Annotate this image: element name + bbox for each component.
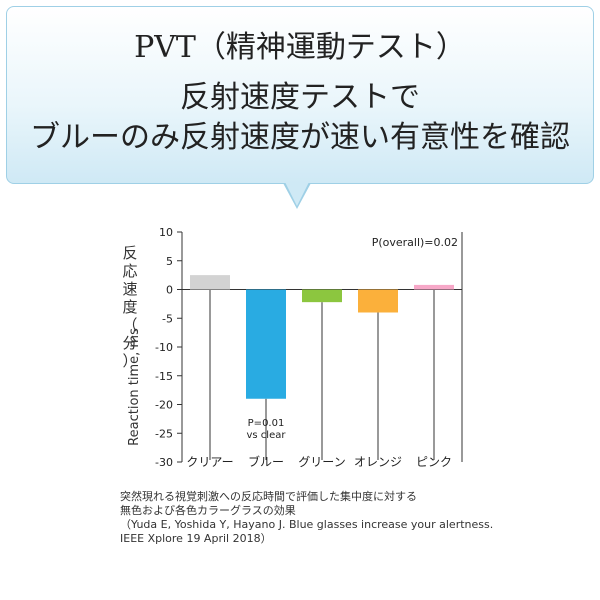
headline-line-3: ブルーのみ反射速度が速い有意性を確認	[30, 120, 570, 155]
bar-1	[190, 275, 230, 290]
p-overall-annotation: P(overall)=0.02	[372, 236, 458, 249]
y-tick-label: -30	[155, 456, 173, 469]
category-label: ブルー	[248, 454, 284, 469]
category-label: オレンジ	[354, 455, 402, 469]
y-tick-label: 5	[166, 255, 173, 268]
banner-tail-fill	[285, 182, 309, 206]
bar-2	[246, 289, 286, 399]
ylabel-ja-char: 分	[122, 334, 137, 352]
y-tick-label: -15	[155, 370, 173, 383]
y-tick-label: 0	[166, 284, 173, 297]
p-blue-annotation: P=0.01	[248, 418, 285, 429]
y-tick-label: -5	[162, 312, 173, 325]
ylabel-en: Reaction time, ms	[127, 328, 142, 446]
bar-4	[358, 289, 398, 313]
headline-banner	[6, 6, 594, 184]
category-label: クリアー	[186, 455, 233, 469]
caption-line-1: 突然現れる視覚刺激への反応時間で評価した集中度に対する	[120, 490, 417, 503]
ylabel-ja-char: 応	[122, 262, 137, 280]
headline-line-2: 反射速度テストで	[180, 80, 420, 115]
category-label: ピンク	[416, 455, 452, 469]
chart-caption: 突然現れる視覚刺激への反応時間で評価した集中度に対する 無色および各色カラーグラ…	[120, 490, 590, 546]
y-tick-label: 10	[159, 226, 173, 239]
y-tick-label: -10	[155, 341, 173, 354]
ylabel-ja-char: 度	[122, 298, 137, 316]
ylabel-ja-char: 速	[122, 280, 137, 298]
category-label: グリーン	[298, 455, 345, 469]
ylabel-ja-char: （	[122, 316, 137, 334]
caption-line-2: 無色および各色カラーグラスの効果	[120, 504, 296, 517]
bar-5	[414, 284, 454, 290]
p-blue-vs-annotation: vs clear	[247, 430, 287, 441]
caption-line-3: （Yuda E, Yoshida Y, Hayano J. Blue glass…	[120, 518, 494, 531]
caption-line-4: IEEE Xplore 19 April 2018）	[120, 532, 272, 545]
ylabel-ja-char: ）	[122, 352, 137, 370]
headline-line-1: PVT（精神運動テスト）	[134, 30, 466, 65]
bar-3	[302, 289, 342, 303]
y-tick-label: -25	[155, 427, 173, 440]
y-tick-label: -20	[155, 399, 173, 412]
ylabel-ja-char: 反	[122, 244, 137, 262]
